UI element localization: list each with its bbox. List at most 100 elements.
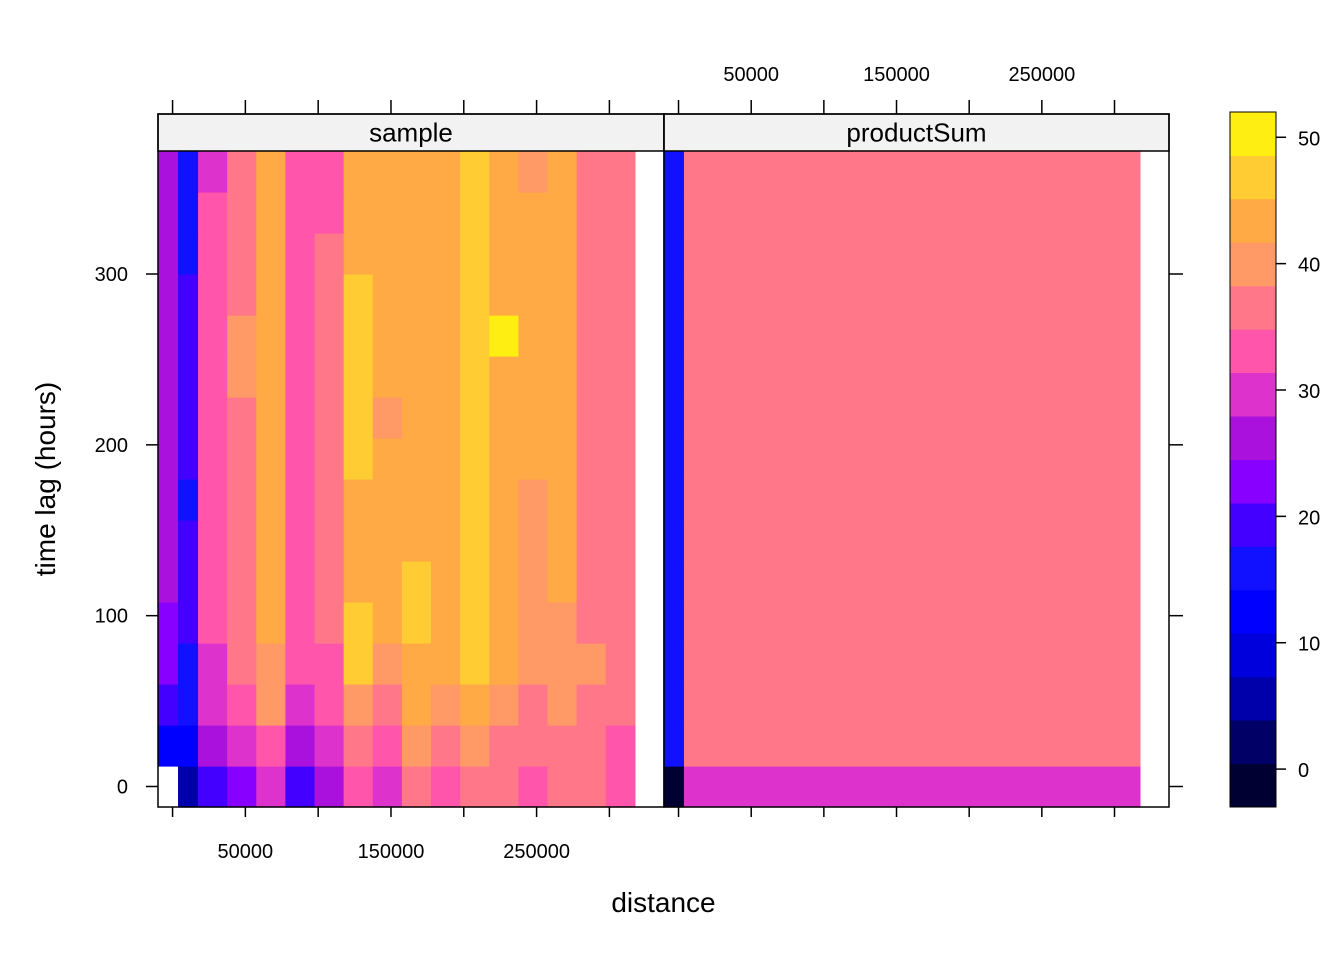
heatmap-cell (314, 356, 345, 398)
heatmap-cell (703, 438, 734, 480)
heatmap-cell (683, 643, 705, 685)
heatmap-cell (431, 438, 461, 480)
heatmap-cell (198, 274, 228, 316)
heatmap-cell (372, 274, 403, 316)
heatmap-cell (460, 233, 490, 275)
heatmap-cell (158, 233, 179, 275)
heatmap-cell (1110, 766, 1141, 808)
heatmap-cell (849, 356, 879, 398)
heatmap-cell (547, 766, 578, 808)
heatmap-cell (489, 151, 519, 193)
heatmap-cell (878, 397, 909, 439)
heatmap-cell (1081, 233, 1112, 275)
heatmap-cell (791, 766, 821, 808)
heatmap-cell (256, 725, 287, 767)
heatmap-cell (907, 684, 938, 726)
heatmap-cell (547, 151, 578, 193)
heatmap-cell (576, 479, 607, 521)
heatmap-cell (198, 315, 228, 357)
heatmap-cell (285, 684, 316, 726)
heatmap-cell (1023, 602, 1054, 644)
heatmap-cell (178, 315, 199, 357)
heatmap-cell (576, 684, 607, 726)
heatmap-cell (178, 192, 199, 234)
heatmap-cell (1052, 356, 1083, 398)
heatmap-cell (849, 274, 879, 316)
heatmap-cell (401, 602, 432, 644)
heatmap-cell (178, 397, 199, 439)
heatmap-cell (849, 684, 879, 726)
heatmap-cell (285, 151, 316, 193)
heatmap-cell (965, 233, 996, 275)
color-key-swatch (1230, 198, 1276, 243)
heatmap-cell (178, 151, 199, 193)
heatmap-cell (820, 438, 850, 480)
heatmap-cell (198, 684, 228, 726)
y-tick-label: 200 (95, 435, 128, 457)
heatmap-cell (401, 315, 432, 357)
heatmap-cell (605, 684, 636, 726)
heatmap-cell (178, 356, 199, 398)
heatmap-cell (703, 561, 734, 603)
heatmap-cell (343, 151, 374, 193)
heatmap-cell (1052, 479, 1083, 521)
heatmap-cell (664, 479, 685, 521)
heatmap-cell (1081, 643, 1112, 685)
heatmap-cell (683, 397, 705, 439)
heatmap-cell (1052, 274, 1083, 316)
heatmap-cell (343, 479, 374, 521)
heatmap-cell (343, 315, 374, 357)
heatmap-cell (489, 274, 519, 316)
heatmap-cell (343, 684, 374, 726)
heatmap-cell (401, 356, 432, 398)
heatmap-cell (683, 725, 705, 767)
heatmap-cell (936, 151, 967, 193)
heatmap-cell (518, 356, 549, 398)
heatmap-cell (605, 766, 636, 808)
heatmap-cell (762, 315, 792, 357)
heatmap-cell (372, 684, 403, 726)
heatmap-cell (703, 520, 734, 562)
productsum-strip-label: productSum (846, 118, 986, 148)
heatmap-cell (664, 397, 685, 439)
heatmap-cell (343, 643, 374, 685)
heatmap-cell (605, 438, 636, 480)
heatmap-cell (1052, 561, 1083, 603)
heatmap-cell (431, 725, 461, 767)
heatmap-cell (489, 684, 519, 726)
heatmap-cell (703, 233, 734, 275)
heatmap-cell (791, 192, 821, 234)
heatmap-cell (762, 356, 792, 398)
heatmap-cell (878, 766, 909, 808)
heatmap-cell (762, 397, 792, 439)
heatmap-cell (1052, 602, 1083, 644)
heatmap-cell (518, 438, 549, 480)
color-key-swatch (1230, 155, 1276, 200)
heatmap-cell (460, 479, 490, 521)
heatmap-cell (178, 274, 199, 316)
heatmap-cell (878, 520, 909, 562)
heatmap-cell (401, 725, 432, 767)
color-key-swatch (1230, 416, 1276, 460)
heatmap-cell (936, 192, 967, 234)
heatmap-cell (791, 479, 821, 521)
heatmap-cell (576, 725, 607, 767)
color-key-label: 30 (1298, 381, 1320, 403)
productsum-panel-frame (663, 113, 1170, 808)
color-key-label: 40 (1298, 255, 1320, 277)
heatmap-cell (576, 315, 607, 357)
heatmap-cell (256, 561, 287, 603)
heatmap-cell (158, 479, 179, 521)
heatmap-cell (878, 274, 909, 316)
heatmap-cell (733, 725, 763, 767)
heatmap-cell (936, 684, 967, 726)
heatmap-cell (1052, 643, 1083, 685)
heatmap-cell (878, 151, 909, 193)
heatmap-cell (158, 561, 179, 603)
heatmap-cell (907, 520, 938, 562)
heatmap-cell (683, 602, 705, 644)
heatmap-cell (878, 602, 909, 644)
heatmap-cell (314, 397, 345, 439)
heatmap-cell (576, 356, 607, 398)
heatmap-cell (849, 766, 879, 808)
